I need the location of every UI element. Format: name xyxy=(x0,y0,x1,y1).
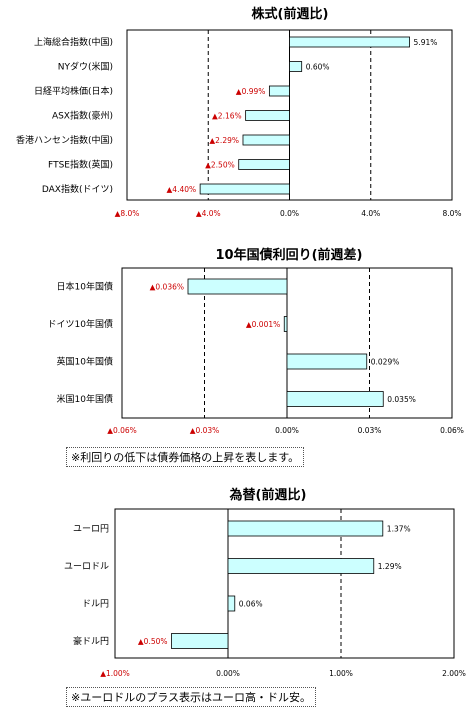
bar xyxy=(199,183,290,195)
bar xyxy=(245,110,290,121)
bar xyxy=(171,633,229,649)
bar xyxy=(227,558,375,574)
category-label: 日経平均株価(日本) xyxy=(34,85,113,97)
data-label: 0.029% xyxy=(371,358,400,367)
bar xyxy=(268,85,290,97)
bar xyxy=(187,278,288,295)
category-label: ユーロドル xyxy=(64,562,109,572)
data-label: 1.37% xyxy=(387,525,411,534)
chart-title: 10年国債利回り(前週差) xyxy=(216,247,363,263)
tick-label: ▲8.0% xyxy=(115,209,140,218)
data-label: ▲0.036% xyxy=(150,283,184,292)
data-label: 1.29% xyxy=(378,562,402,571)
tick-label: 8.0% xyxy=(442,209,461,218)
bar xyxy=(242,134,290,146)
data-label: 5.91% xyxy=(414,38,438,47)
category-label: ドイツ10年国債 xyxy=(48,318,113,330)
category-label: 英国10年国債 xyxy=(57,356,113,368)
tick-label: 2.00% xyxy=(442,669,466,678)
tick-label: 0.03% xyxy=(358,426,382,435)
category-label: ドル円 xyxy=(82,599,109,610)
tick-label: 0.06% xyxy=(440,426,464,435)
tick-label: 0.0% xyxy=(280,209,299,218)
data-label: ▲4.40% xyxy=(167,185,197,194)
bar xyxy=(286,391,384,407)
tick-label: 4.0% xyxy=(361,209,380,218)
data-label: ▲0.001% xyxy=(246,320,280,329)
chart-title: 為替(前週比) xyxy=(230,487,307,503)
bar xyxy=(289,61,303,72)
data-label: 0.035% xyxy=(387,395,416,404)
chart-title: 株式(前週比) xyxy=(252,6,329,22)
fx-note: ※ユーロドルのプラス表示はユーロ高・ドル安。 xyxy=(66,687,316,707)
tick-label: 0.00% xyxy=(216,669,240,678)
bond-note: ※利回りの低下は債券価格の上昇を表します。 xyxy=(66,447,305,467)
tick-label: ▲0.03% xyxy=(190,426,220,435)
bar xyxy=(283,316,288,332)
category-label: 豪ドル円 xyxy=(73,635,109,647)
category-label: 日本10年国債 xyxy=(57,281,113,293)
tick-label: ▲1.00% xyxy=(100,669,130,678)
bar xyxy=(289,36,410,48)
tick-label: ▲0.06% xyxy=(107,426,137,435)
data-label: ▲2.29% xyxy=(209,136,239,145)
tick-label: 1.00% xyxy=(329,669,353,678)
category-label: FTSE指数(英国) xyxy=(48,159,113,171)
bar xyxy=(286,353,368,370)
tick-label: 0.00% xyxy=(275,426,299,435)
category-label: 米国10年国債 xyxy=(57,393,113,405)
data-label: ▲2.16% xyxy=(212,112,242,121)
data-label: ▲2.50% xyxy=(205,161,235,170)
data-label: ▲0.99% xyxy=(236,87,266,96)
tick-label: ▲4.0% xyxy=(196,209,221,218)
category-label: 上海総合指数(中国) xyxy=(34,36,113,48)
data-label: ▲0.50% xyxy=(138,637,168,646)
category-label: DAX指数(ドイツ) xyxy=(42,183,113,195)
data-label: 0.06% xyxy=(239,600,263,609)
category-label: ユーロ円 xyxy=(73,524,109,535)
data-label: 0.60% xyxy=(306,63,330,72)
category-label: NYダウ(米国) xyxy=(58,61,113,73)
bar xyxy=(238,159,290,170)
category-label: ASX指数(豪州) xyxy=(52,110,113,122)
category-label: 香港ハンセン指数(中国) xyxy=(16,134,113,146)
bar xyxy=(227,520,384,537)
bar xyxy=(227,595,236,612)
